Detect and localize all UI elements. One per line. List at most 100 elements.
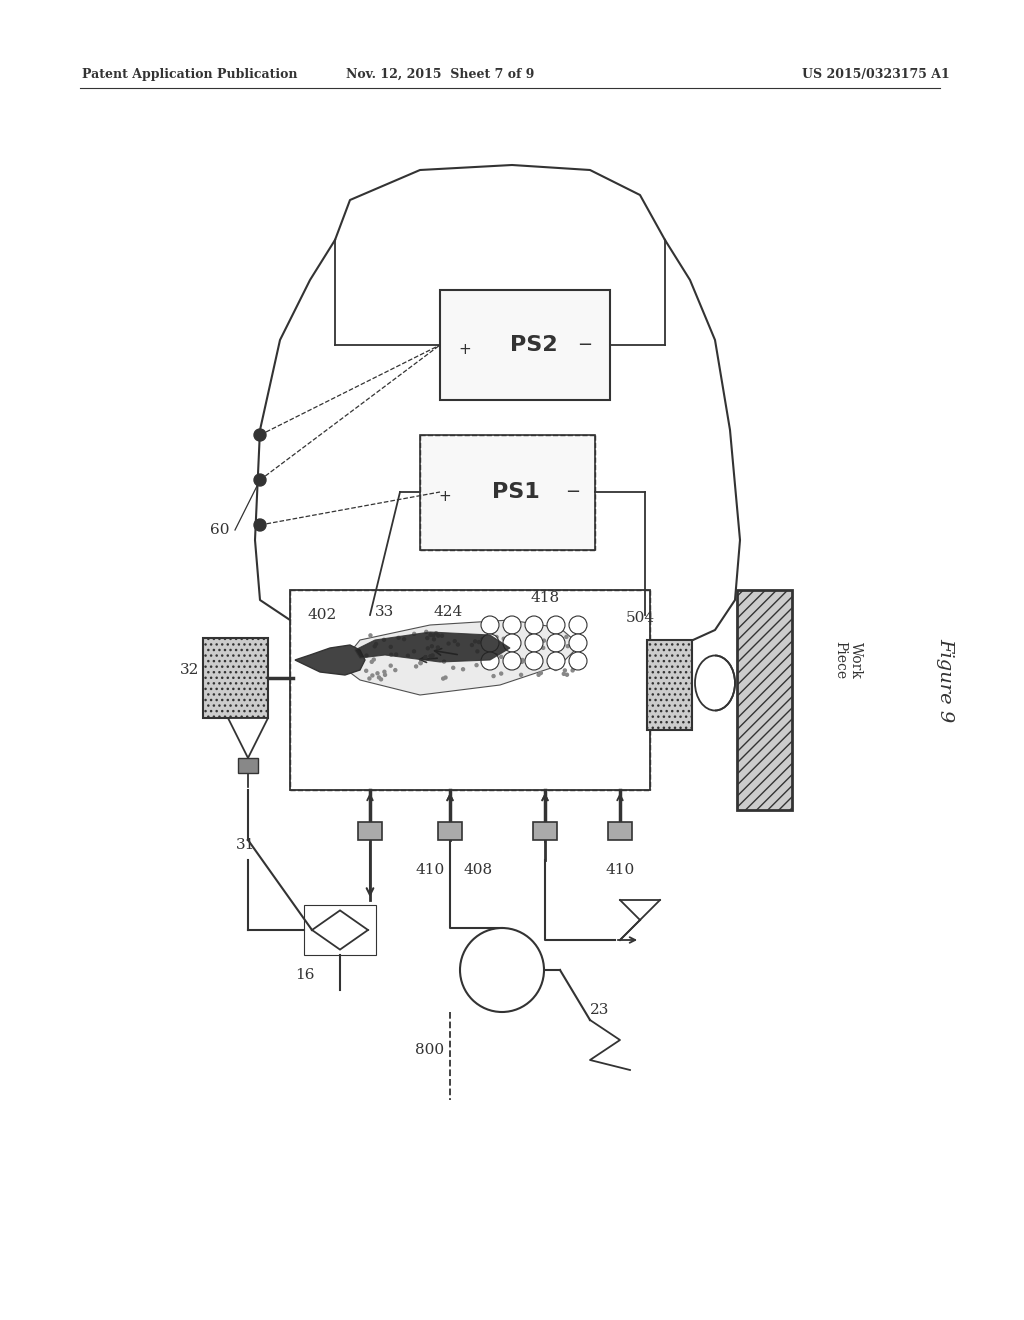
Circle shape	[502, 638, 505, 640]
Bar	[737, 590, 792, 810]
Circle shape	[481, 652, 499, 671]
Circle shape	[554, 668, 557, 671]
Bar	[647, 640, 692, 730]
Bar	[238, 758, 258, 774]
Circle shape	[419, 661, 422, 664]
Circle shape	[500, 655, 503, 659]
Circle shape	[521, 659, 524, 661]
Circle shape	[389, 664, 392, 667]
Circle shape	[475, 664, 478, 667]
Circle shape	[500, 672, 503, 675]
Circle shape	[557, 660, 560, 663]
Circle shape	[424, 656, 427, 659]
Circle shape	[375, 643, 378, 645]
Circle shape	[460, 928, 544, 1012]
Circle shape	[470, 644, 473, 647]
Circle shape	[371, 660, 374, 664]
Circle shape	[447, 642, 451, 645]
Circle shape	[493, 664, 496, 667]
Circle shape	[540, 672, 543, 675]
Text: 504: 504	[626, 611, 654, 624]
Circle shape	[426, 636, 429, 640]
Circle shape	[481, 616, 499, 634]
Circle shape	[495, 638, 497, 640]
Circle shape	[462, 668, 465, 671]
Circle shape	[538, 673, 540, 676]
Circle shape	[419, 661, 422, 665]
Circle shape	[571, 669, 574, 672]
Circle shape	[547, 616, 565, 634]
Text: 31: 31	[237, 838, 256, 851]
Circle shape	[512, 648, 515, 651]
Circle shape	[426, 647, 429, 649]
Circle shape	[562, 672, 565, 676]
Circle shape	[529, 632, 532, 635]
Circle shape	[442, 660, 445, 663]
Text: 418: 418	[530, 591, 559, 605]
Circle shape	[368, 677, 371, 680]
Circle shape	[555, 656, 558, 659]
Circle shape	[540, 656, 542, 659]
Circle shape	[569, 652, 587, 671]
Circle shape	[509, 630, 512, 632]
Circle shape	[430, 644, 433, 648]
Text: 23: 23	[590, 1003, 609, 1016]
Circle shape	[495, 653, 498, 656]
Bar	[440, 290, 610, 400]
Circle shape	[254, 519, 266, 531]
Circle shape	[493, 675, 495, 677]
Circle shape	[371, 675, 374, 677]
Circle shape	[457, 643, 460, 645]
Circle shape	[383, 671, 386, 673]
Text: Nov. 12, 2015  Sheet 7 of 9: Nov. 12, 2015 Sheet 7 of 9	[346, 69, 535, 81]
Circle shape	[384, 673, 386, 676]
Text: 32: 32	[180, 663, 200, 677]
Circle shape	[495, 635, 498, 639]
Bar	[358, 822, 382, 840]
Text: 424: 424	[433, 605, 463, 619]
Circle shape	[563, 669, 566, 672]
Circle shape	[559, 642, 561, 644]
Polygon shape	[355, 632, 510, 663]
Circle shape	[452, 667, 455, 669]
Circle shape	[476, 649, 479, 653]
Circle shape	[444, 676, 447, 678]
Circle shape	[373, 644, 376, 648]
Circle shape	[407, 655, 410, 657]
Text: 800: 800	[416, 1043, 444, 1057]
Circle shape	[432, 638, 435, 640]
Ellipse shape	[695, 656, 735, 710]
Circle shape	[369, 634, 372, 636]
Circle shape	[566, 644, 569, 648]
Circle shape	[529, 639, 532, 642]
Circle shape	[380, 678, 383, 681]
Circle shape	[542, 647, 545, 649]
Circle shape	[437, 634, 440, 638]
Text: −: −	[565, 483, 580, 502]
Circle shape	[254, 429, 266, 441]
Circle shape	[525, 652, 543, 671]
Bar	[304, 906, 376, 954]
Circle shape	[503, 652, 521, 671]
Circle shape	[474, 640, 476, 643]
Circle shape	[559, 640, 562, 643]
Circle shape	[430, 655, 433, 657]
Circle shape	[389, 645, 392, 648]
Text: Patent Application Publication: Patent Application Publication	[82, 69, 298, 81]
Polygon shape	[295, 645, 365, 675]
Circle shape	[402, 638, 406, 640]
Circle shape	[543, 639, 546, 642]
Circle shape	[547, 634, 565, 652]
Circle shape	[415, 665, 418, 668]
Circle shape	[490, 631, 494, 634]
Circle shape	[477, 640, 480, 644]
Circle shape	[547, 652, 565, 671]
Circle shape	[378, 676, 381, 678]
Text: PS1: PS1	[493, 483, 540, 503]
Circle shape	[549, 660, 552, 663]
Circle shape	[508, 667, 511, 669]
Circle shape	[254, 474, 266, 486]
Text: 60: 60	[210, 523, 229, 537]
Circle shape	[569, 616, 587, 634]
Text: 410: 410	[605, 863, 635, 876]
